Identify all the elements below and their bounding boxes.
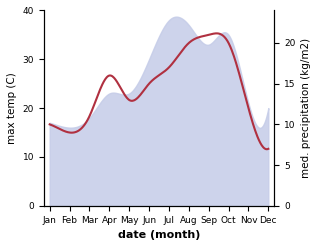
Y-axis label: max temp (C): max temp (C): [7, 72, 17, 144]
X-axis label: date (month): date (month): [118, 230, 200, 240]
Y-axis label: med. precipitation (kg/m2): med. precipitation (kg/m2): [301, 38, 311, 178]
